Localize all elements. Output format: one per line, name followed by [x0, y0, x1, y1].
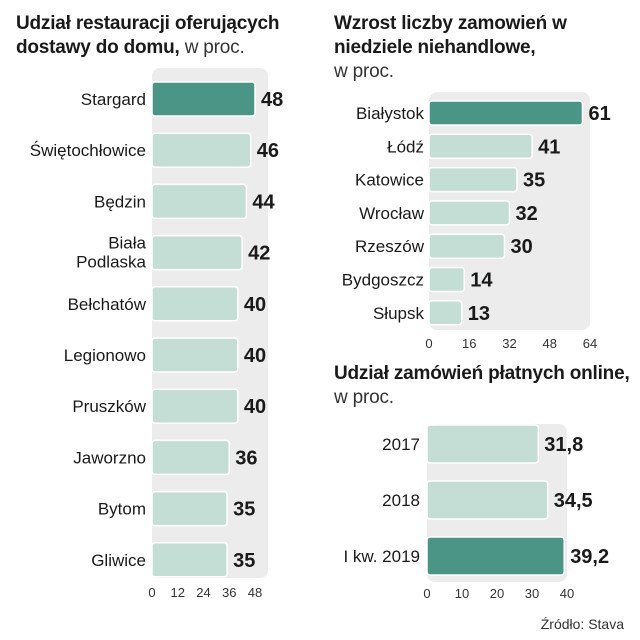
c1-bar-jaworzno	[151, 439, 230, 476]
c1-value-label: 42	[248, 243, 270, 265]
c1-bar-pruszków	[151, 388, 239, 424]
c3-tick-label: 20	[490, 586, 504, 601]
c1-value-label: 35	[233, 499, 255, 521]
c1-value-label: 36	[235, 447, 257, 469]
chart-2-title-main: Wzrost liczby zamowień w niedziele nieha…	[334, 13, 567, 58]
c1-bar-gliwice	[151, 542, 228, 578]
c1-bar-bytom	[151, 490, 228, 527]
c2-value-label: 13	[468, 303, 490, 325]
c2-bar-białystok	[428, 100, 584, 126]
c2-tick-label: 32	[502, 336, 516, 351]
chart-2-title-unit: w proc.	[334, 61, 394, 82]
c2-bar-łódź	[428, 133, 533, 160]
c1-category-label: Bełchatów	[68, 295, 147, 314]
c1-tick-label: 36	[222, 585, 236, 600]
c2-tick-label: 0	[425, 336, 432, 351]
c3-category-label: I kw. 2019	[343, 547, 420, 566]
c1-value-label: 44	[252, 191, 275, 213]
c3-category-label: 2017	[382, 435, 420, 454]
chart-3-title-main: Udział zamówień płatnych online,	[334, 363, 630, 384]
chart-3-title-unit: w proc.	[334, 387, 394, 408]
c2-category-label: Katowice	[355, 171, 424, 190]
c3-bar-2018	[426, 480, 549, 520]
c1-bar-biała-podlaska	[151, 234, 243, 271]
chart-2-title: Wzrost liczby zamowień w niedziele nieha…	[334, 12, 634, 84]
c1-category-label: Legionowo	[64, 346, 146, 365]
c2-category-label: Rzeszów	[355, 237, 425, 256]
c1-value-label: 46	[257, 140, 279, 162]
c1-tick-label: 24	[196, 585, 210, 600]
c1-category-label: Biała Podlaska	[76, 234, 146, 272]
c1-bar-będzin	[151, 183, 248, 220]
c3-tick-label: 40	[560, 586, 574, 601]
c3-tick-label: 0	[423, 586, 430, 601]
chart-1-title: Udział restauracji oferujących dostawy d…	[16, 12, 316, 60]
c2-tick-label: 64	[583, 336, 597, 351]
c2-tick-label: 48	[543, 336, 557, 351]
c1-value-label: 40	[244, 294, 266, 316]
c3-value-label: 31,8	[544, 434, 583, 456]
c2-bar-katowice	[428, 166, 518, 193]
c3-tick-label: 30	[525, 586, 539, 601]
c1-value-label: 40	[244, 345, 266, 367]
c1-tick-label: 0	[148, 585, 155, 600]
c2-category-label: Łódź	[387, 137, 424, 156]
c2-value-label: 35	[523, 170, 545, 192]
c2-bar-słupsk	[428, 300, 463, 326]
c2-bar-rzeszów	[428, 233, 506, 259]
c2-bar-bydgoszcz	[428, 266, 465, 293]
c2-value-label: 14	[470, 270, 493, 292]
c2-category-label: Słupsk	[373, 304, 425, 323]
chart-1-title-main: Udział restauracji oferujących dostawy d…	[16, 13, 280, 58]
c1-tick-label: 12	[171, 585, 185, 600]
c3-bar-2017	[426, 424, 540, 464]
c1-value-label: 35	[233, 550, 255, 572]
c2-category-label: Białystok	[356, 104, 425, 123]
c1-category-label: Pruszków	[72, 397, 146, 416]
c1-category-label: Stargard	[81, 90, 146, 109]
c1-value-label: 48	[261, 89, 283, 111]
c1-tick-label: 48	[248, 585, 262, 600]
c1-bar-legionowo	[151, 337, 239, 373]
c3-category-label: 2018	[382, 491, 420, 510]
c2-tick-label: 16	[462, 336, 476, 351]
c2-category-label: Bydgoszcz	[342, 271, 424, 290]
c1-category-label: Będzin	[94, 192, 146, 211]
c1-category-label: Świętochłowice	[30, 141, 146, 160]
c1-bar-bełchatów	[151, 286, 239, 322]
chart-3-title: Udział zamówień płatnych online, w proc.	[334, 362, 634, 410]
source-note: Źródło: Stava	[540, 616, 624, 632]
c1-value-label: 40	[244, 396, 266, 418]
c3-bar-i-kw.-2019	[426, 536, 565, 576]
c2-value-label: 41	[538, 136, 560, 158]
chart-1-title-unit: w proc.	[184, 37, 245, 58]
c3-value-label: 34,5	[554, 490, 593, 512]
c2-value-label: 30	[510, 236, 532, 258]
c1-category-label: Jaworzno	[73, 448, 146, 467]
c3-tick-label: 10	[455, 586, 469, 601]
c2-value-label: 61	[588, 103, 610, 125]
c1-category-label: Gliwice	[91, 551, 146, 570]
c3-value-label: 39,2	[570, 546, 609, 568]
c1-bar-stargard	[151, 81, 256, 117]
c1-bar-świętochłowice	[151, 132, 252, 168]
c1-category-label: Bytom	[98, 500, 146, 519]
c2-category-label: Wrocław	[359, 204, 425, 223]
c2-bar-wrocław	[428, 200, 511, 226]
c2-value-label: 32	[516, 203, 538, 225]
